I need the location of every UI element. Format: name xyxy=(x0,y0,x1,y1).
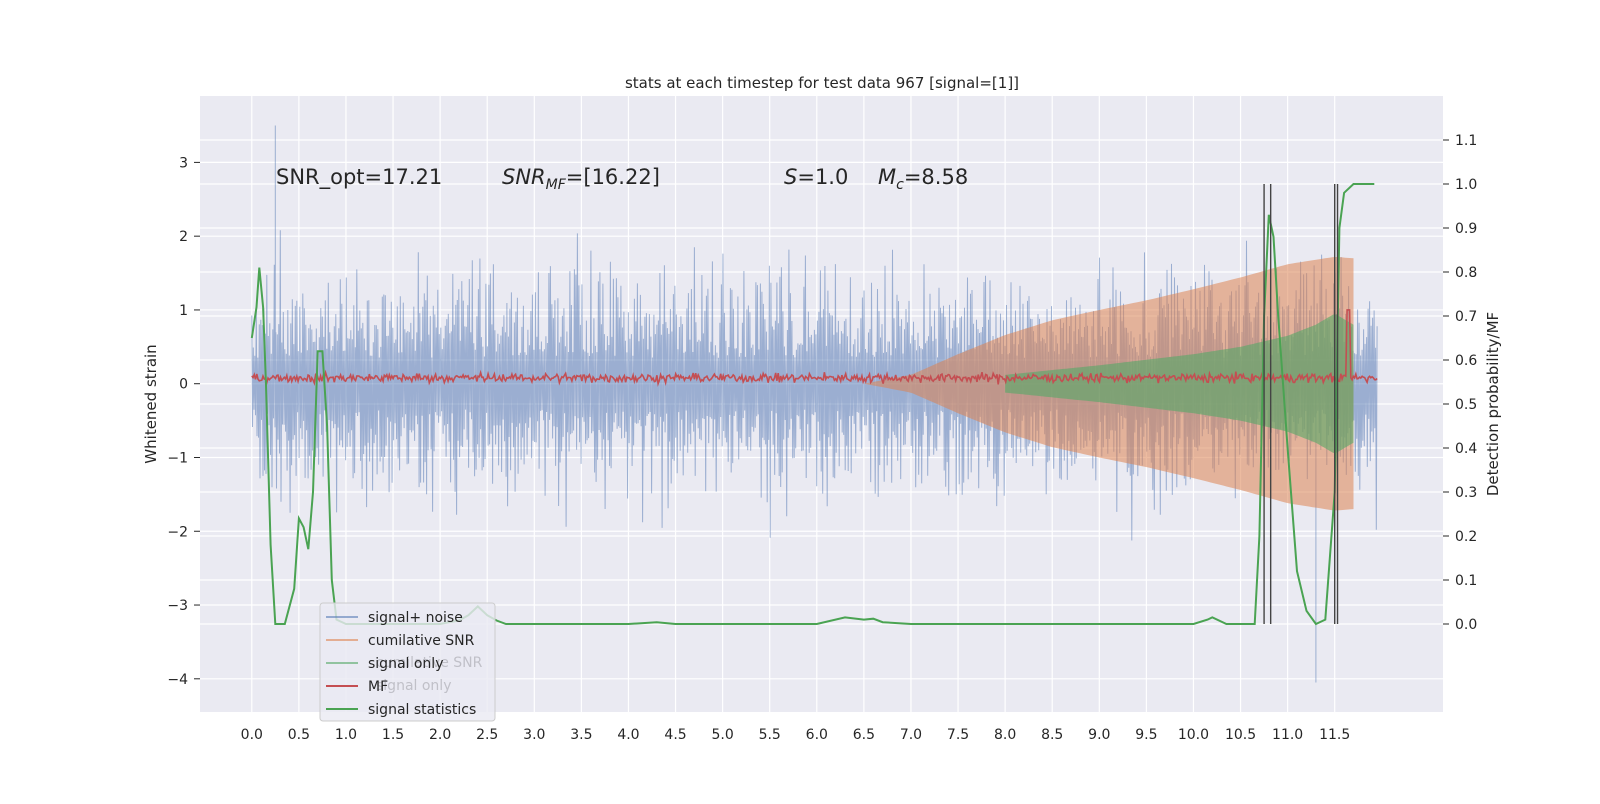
snr-mf-value: =[16.22] xyxy=(566,165,660,189)
x-tick-label-23: 11.5 xyxy=(1319,727,1350,743)
mc-symbol: M xyxy=(878,165,896,189)
x-tick-label-15: 7.5 xyxy=(947,727,969,743)
x-tick-label-17: 8.5 xyxy=(1041,727,1063,743)
x-tick-label-9: 4.5 xyxy=(664,727,686,743)
x-tick-label-1: 0.5 xyxy=(288,727,310,743)
y2-tick-label-0: 1.1 xyxy=(1455,133,1477,149)
s-symbol: S xyxy=(784,165,797,189)
x-tick-label-5: 2.5 xyxy=(476,727,498,743)
x-tick-label-3: 1.5 xyxy=(382,727,404,743)
y2-tick-label-4: 0.7 xyxy=(1455,309,1477,325)
legend-label-4: signal statistics xyxy=(368,702,476,718)
legend-label-2: signal only xyxy=(368,656,443,672)
axes-layer: 0.0 0.5 1.0 1.5 2.0 2.5 3.0 3.5 4.0 4.5 5.0 5.5 6.0 6… xyxy=(167,133,1477,743)
mc-subscript: c xyxy=(896,177,904,193)
y-tick-label-0: 3 xyxy=(179,155,188,171)
y2-tick-label-5: 0.6 xyxy=(1455,353,1477,369)
series-mf xyxy=(251,309,1378,387)
x-tick-label-16: 8.0 xyxy=(994,727,1016,743)
y2-tick-label-7: 0.4 xyxy=(1455,441,1477,457)
x-tick-label-10: 5.0 xyxy=(711,727,733,743)
series-signal-only xyxy=(1005,314,1354,453)
x-tick-label-11: 5.5 xyxy=(759,727,781,743)
legend-box xyxy=(319,602,496,722)
x-tick-label-21: 10.5 xyxy=(1225,727,1256,743)
annotation-snr-opt: SNR_opt=17.21 xyxy=(276,165,442,190)
x-tick-label-7: 3.5 xyxy=(570,727,592,743)
y2-tick-label-8: 0.3 xyxy=(1455,485,1477,501)
x-tick-label-6: 3.0 xyxy=(523,727,545,743)
y2-tick-label-1: 1.0 xyxy=(1455,177,1477,193)
annotation-mc: Mc=8.58 xyxy=(878,165,968,193)
s-value: =1.0 xyxy=(797,165,848,189)
x-tick-label-19: 9.5 xyxy=(1135,727,1157,743)
y-tick-label-6: −3 xyxy=(167,598,188,614)
y2-axis-label: Detection probability/MF xyxy=(1484,312,1502,496)
legend-label-3: MF xyxy=(368,679,388,695)
series-signal-statistics xyxy=(250,183,1375,626)
chart-title: stats at each timestep for test data 967… xyxy=(625,74,1019,92)
x-tick-label-0: 0.0 xyxy=(241,727,263,743)
x-tick-label-20: 10.0 xyxy=(1178,727,1209,743)
y-tick-label-7: −4 xyxy=(167,672,188,688)
y-tick-label-1: 2 xyxy=(179,229,188,245)
x-tick-label-12: 6.0 xyxy=(806,727,828,743)
y-tick-label-2: 1 xyxy=(179,303,188,319)
x-tick-label-14: 7.0 xyxy=(900,727,922,743)
x-tick-label-2: 1.0 xyxy=(335,727,357,743)
snr-mf-subscript: MF xyxy=(546,177,567,193)
y2-tick-label-9: 0.2 xyxy=(1455,529,1477,545)
legend-ghost-label-1: signal only xyxy=(376,678,451,694)
annotation-snr-mf: SNRMF=[16.22] xyxy=(502,165,660,193)
y2-tick-label-3: 0.8 xyxy=(1455,265,1477,281)
x-tick-label-22: 11.0 xyxy=(1272,727,1303,743)
y2-tick-label-10: 0.1 xyxy=(1455,573,1477,589)
y-tick-label-5: −2 xyxy=(167,524,188,540)
x-tick-label-4: 2.0 xyxy=(429,727,451,743)
snr-mf-symbol: SNR xyxy=(502,165,546,189)
y2-tick-label-2: 0.9 xyxy=(1455,221,1477,237)
annotation-s: S=1.0 xyxy=(784,165,848,189)
y-tick-label-3: 0 xyxy=(179,377,188,393)
y-tick-label-4: −1 xyxy=(167,450,188,466)
legend-ghost-label-0: cumilative SNR xyxy=(376,655,483,671)
marker-lines xyxy=(1263,184,1339,624)
legend-label-1: cumilative SNR xyxy=(368,633,475,649)
series-layer xyxy=(250,125,1378,683)
legend: cumilative SNR signal only signal+ noise… xyxy=(319,602,496,722)
y2-tick-label-11: 0.0 xyxy=(1455,617,1477,633)
y-axis-label: Whitened strain xyxy=(142,344,160,463)
mc-value: =8.58 xyxy=(904,165,968,189)
x-tick-label-13: 6.5 xyxy=(853,727,875,743)
y2-tick-label-6: 0.5 xyxy=(1455,397,1477,413)
x-tick-label-8: 4.0 xyxy=(617,727,639,743)
legend-label-0: signal+ noise xyxy=(368,610,463,626)
x-tick-label-18: 9.0 xyxy=(1088,727,1110,743)
